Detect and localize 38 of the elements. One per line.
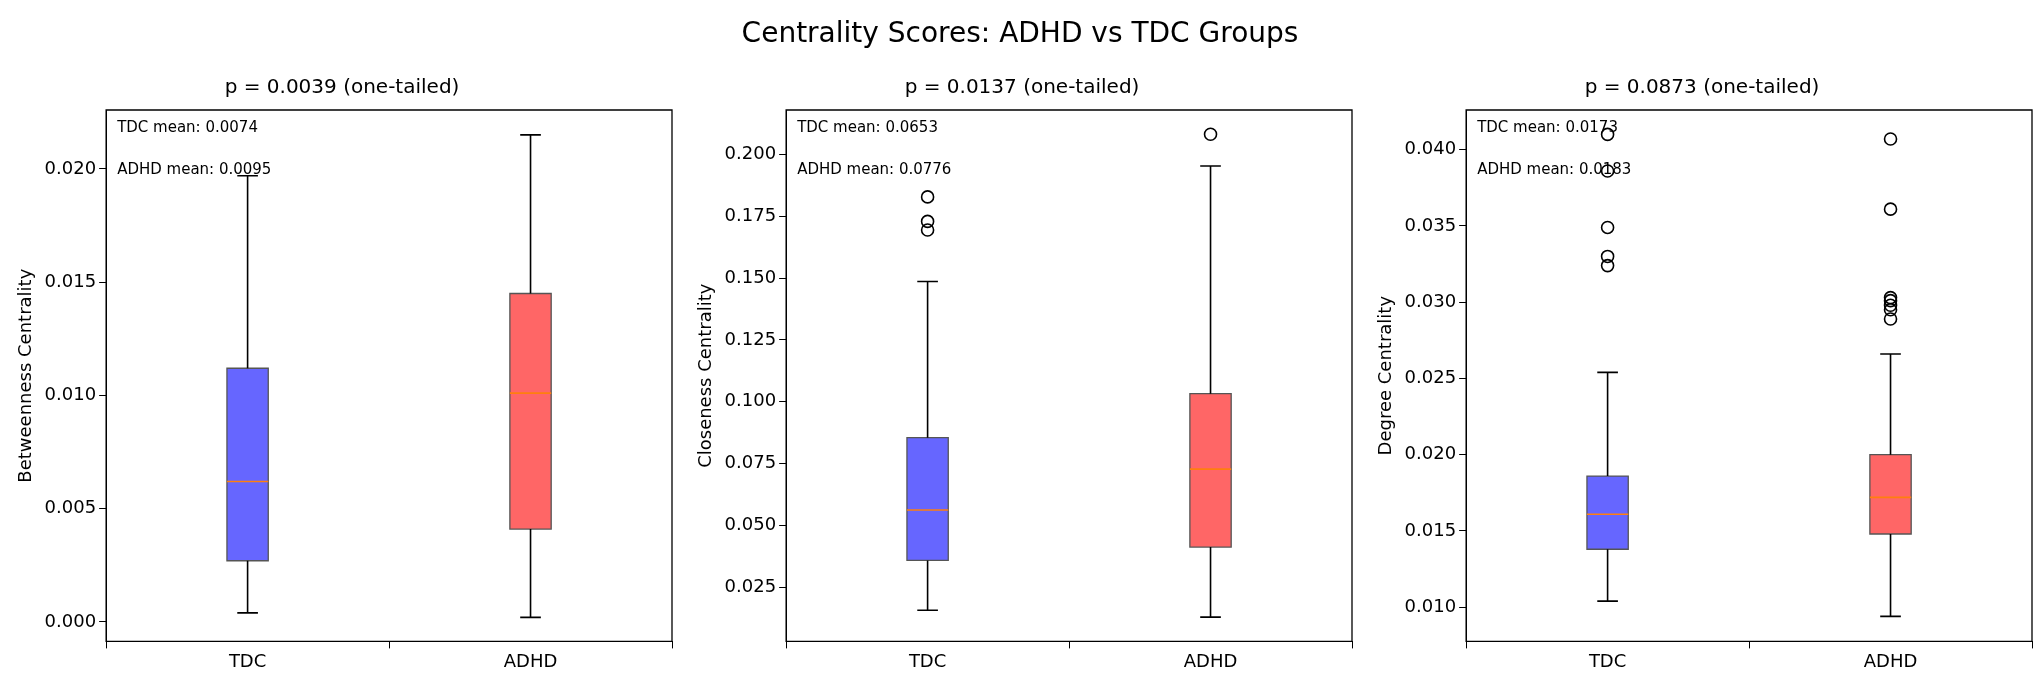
chart-title: p = 0.0137 (one-tailed) — [904, 74, 1140, 99]
x-tick-label: ADHD — [1863, 649, 1918, 671]
y-tick-label: 0.175 — [724, 203, 777, 225]
y-tick-label: 0.015 — [1404, 518, 1457, 540]
y-tick-label: 0.010 — [1404, 594, 1457, 616]
y-tick-label: 0.050 — [724, 513, 777, 535]
annotation: TDC mean: 0.0653 — [796, 117, 938, 136]
y-tick-label: 0.000 — [44, 609, 97, 631]
chart-title: p = 0.0873 (one-tailed) — [1584, 74, 1820, 99]
y-tick-label: 0.005 — [44, 496, 97, 518]
y-tick-label: 0.035 — [1404, 213, 1457, 235]
y-tick-label: 0.025 — [724, 575, 777, 597]
y-tick-label: 0.100 — [724, 389, 777, 411]
y-tick-label: 0.150 — [724, 265, 777, 287]
chart-title: p = 0.0039 (one-tailed) — [224, 74, 460, 99]
y-axis-title: Betweenness Centrality — [14, 268, 36, 483]
y-axis-title: Degree Centrality — [1374, 295, 1396, 456]
annotation: TDC mean: 0.0074 — [116, 117, 258, 136]
annotation: TDC mean: 0.0173 — [1476, 117, 1618, 136]
annotation: ADHD mean: 0.0095 — [117, 159, 272, 178]
annotation: ADHD mean: 0.0776 — [797, 159, 952, 178]
y-tick-label: 0.075 — [724, 451, 777, 473]
y-tick-label: 0.015 — [44, 269, 97, 291]
y-tick-label: 0.010 — [44, 383, 97, 405]
y-tick-label: 0.020 — [1404, 442, 1457, 464]
y-axis-title: Closeness Centrality — [694, 283, 716, 468]
x-tick-label: TDC — [907, 649, 947, 671]
y-tick-label: 0.200 — [724, 141, 777, 163]
y-tick-label: 0.025 — [1404, 366, 1457, 388]
x-tick-label: TDC — [1587, 649, 1627, 671]
x-tick-label: TDC — [227, 649, 267, 671]
y-tick-label: 0.040 — [1404, 137, 1457, 159]
y-tick-label: 0.030 — [1404, 289, 1457, 311]
x-tick-label: ADHD — [1183, 649, 1238, 671]
y-tick-label: 0.020 — [44, 156, 97, 178]
text: Centrality Scores: ADHD vs TDC Groups — [740, 16, 1300, 49]
x-tick-label: ADHD — [503, 649, 558, 671]
y-tick-label: 0.125 — [724, 327, 777, 349]
